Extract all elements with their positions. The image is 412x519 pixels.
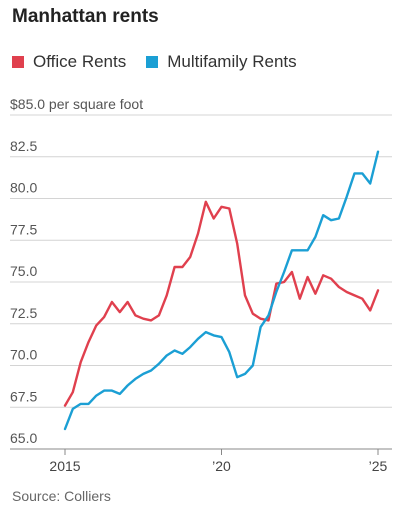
source-note: Source: Colliers xyxy=(12,488,111,504)
office-rents-line xyxy=(63,200,380,407)
multifamily-rents-line xyxy=(63,150,380,431)
y-tick-label: 80.0 xyxy=(10,180,37,196)
legend-item-multifamily: Multifamily Rents xyxy=(146,52,297,72)
y-tick-label: 82.5 xyxy=(10,138,37,154)
legend-label-multifamily: Multifamily Rents xyxy=(167,52,297,71)
chart-title: Manhattan rents xyxy=(12,6,159,27)
y-tick-label: 77.5 xyxy=(10,221,37,237)
y-tick-label: 72.5 xyxy=(10,305,37,321)
x-tick-label: 2015 xyxy=(49,458,80,474)
y-tick-label: 70.0 xyxy=(10,347,37,363)
y-tick-label: 65.0 xyxy=(10,430,37,446)
y-tick-label: 67.5 xyxy=(10,388,37,404)
x-tick-label: ’25 xyxy=(369,458,388,474)
legend: Office Rents Multifamily Rents xyxy=(12,52,317,72)
y-tick-label: $85.0 per square foot xyxy=(10,96,143,112)
legend-swatch-multifamily xyxy=(146,56,159,68)
legend-label-office: Office Rents xyxy=(33,52,127,71)
legend-item-office: Office Rents xyxy=(12,52,126,72)
x-tick-label: ’20 xyxy=(212,458,231,474)
legend-swatch-office xyxy=(12,56,24,68)
y-tick-label: 75.0 xyxy=(10,263,37,279)
